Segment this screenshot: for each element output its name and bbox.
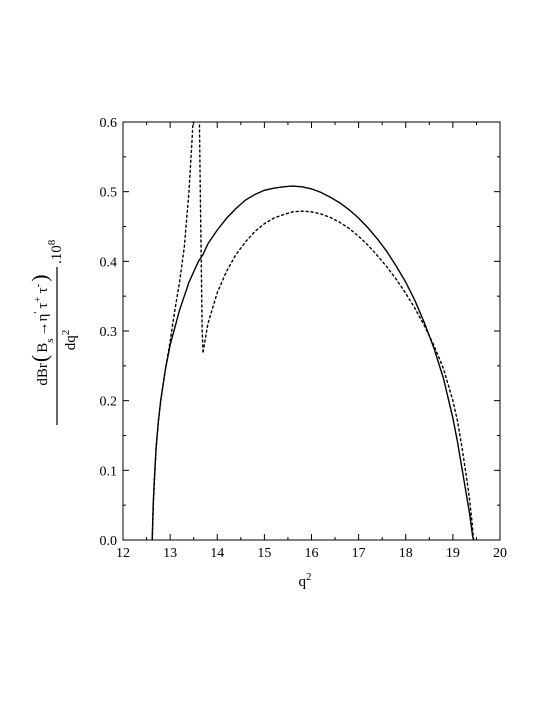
y-num-tau2-sup: - [32,283,44,287]
series-dotted-line-seg-0 [151,122,194,540]
y-num-prime: ' [32,312,44,314]
y-num-arrow: →η [35,314,51,337]
series-layer [151,122,475,540]
y-den-sup: 2 [60,330,72,336]
y-num-tau1-sup: + [32,296,44,302]
y-num-tau2: τ [35,287,51,293]
x-tick-label: 18 [399,546,413,561]
y-tick-label: 0.2 [100,395,118,410]
y-num-B-sub: s [44,339,56,343]
plot-frame [122,121,501,541]
y-tick-label: 0.3 [100,325,118,340]
x-axis-title-sup: 2 [306,571,312,583]
x-axis-title-base: q [299,574,307,590]
y-num-B: B [35,343,51,353]
x-tick-label: 20 [493,546,507,561]
x-tick-label: 15 [257,546,271,561]
x-tick-label: 14 [210,546,224,561]
y-tick-label: 0.0 [100,534,118,549]
y-num-prefix: dBr [35,363,51,386]
y-tick-label: 0.5 [100,186,118,201]
series-solid-line [151,185,475,540]
x-axis-title: q2 [299,571,312,590]
y-tick-label: 0.1 [100,464,118,479]
y-tick-label: 0.6 [100,116,118,131]
y-axis-denominator: dq2 [60,330,79,351]
y-axis-factor: .108 [46,239,65,264]
x-tick-label: 13 [163,546,177,561]
y-num-rparen: ) [27,274,52,281]
y-axis-title: dBr(Bs→η'τ+τ-) dq2 .108 [27,239,79,425]
series-dotted-line-seg-1 [198,122,204,353]
x-tick-label: 17 [352,546,366,561]
x-tick-label: 19 [446,546,460,561]
y-factor-base: .10 [49,245,65,264]
y-num-tau1: τ [35,303,51,309]
series-dotted-line-seg-2 [202,210,475,540]
y-factor-sup: 8 [46,239,58,245]
y-axis-numerator: dBr(Bs→η'τ+τ-) [27,274,56,385]
y-num-lparen: ( [27,355,52,362]
y-tick-label: 0.4 [100,255,118,270]
y-den-base: dq [63,335,79,351]
x-tick-label: 16 [305,546,319,561]
tick-layer: 12 13 14 15 16 17 18 19 20 0.0 0.1 0.2 0.3 0.4 0.5 0.6 [100,116,508,561]
x-tick-label: 12 [116,546,130,561]
